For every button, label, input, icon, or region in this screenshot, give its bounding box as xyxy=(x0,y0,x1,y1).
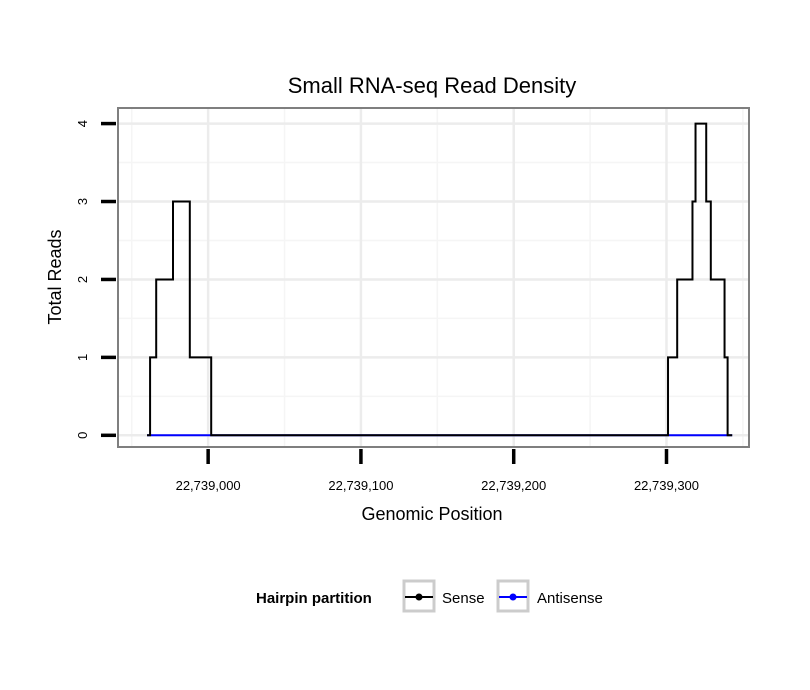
legend-key-sense-point xyxy=(415,593,423,601)
x-tick-label: 22,739,000 xyxy=(176,478,241,493)
y-axis: 0 1 2 3 4 xyxy=(75,120,116,439)
y-tick-label: 0 xyxy=(75,432,90,439)
chart-title: Small RNA-seq Read Density xyxy=(288,73,577,98)
y-tick-label: 3 xyxy=(75,198,90,205)
grid-layer xyxy=(118,108,749,447)
x-tick-label: 22,739,300 xyxy=(634,478,699,493)
y-axis-title: Total Reads xyxy=(45,229,65,324)
y-tick-label: 1 xyxy=(75,354,90,361)
x-tick-label: 22,739,200 xyxy=(481,478,546,493)
series-layer xyxy=(147,122,733,437)
legend: Hairpin partition Sense Antisense xyxy=(256,579,603,613)
legend-title: Hairpin partition xyxy=(256,590,372,607)
x-axis: 22,739,000 22,739,100 22,739,200 22,739,300 xyxy=(176,449,699,493)
series-line-sense xyxy=(147,122,733,437)
y-tick-label: 2 xyxy=(75,276,90,283)
legend-key-antisense xyxy=(496,579,530,613)
y-tick-label: 4 xyxy=(75,120,90,127)
plot-panel-border xyxy=(117,107,750,448)
x-tick-label: 22,739,100 xyxy=(328,478,393,493)
x-axis-title: Genomic Position xyxy=(361,504,502,524)
legend-key-sense xyxy=(402,579,436,613)
legend-key-antisense-point xyxy=(509,593,517,601)
legend-label-sense: Sense xyxy=(442,590,485,607)
plot-panel-background xyxy=(118,108,749,447)
legend-label-antisense: Antisense xyxy=(537,590,603,607)
